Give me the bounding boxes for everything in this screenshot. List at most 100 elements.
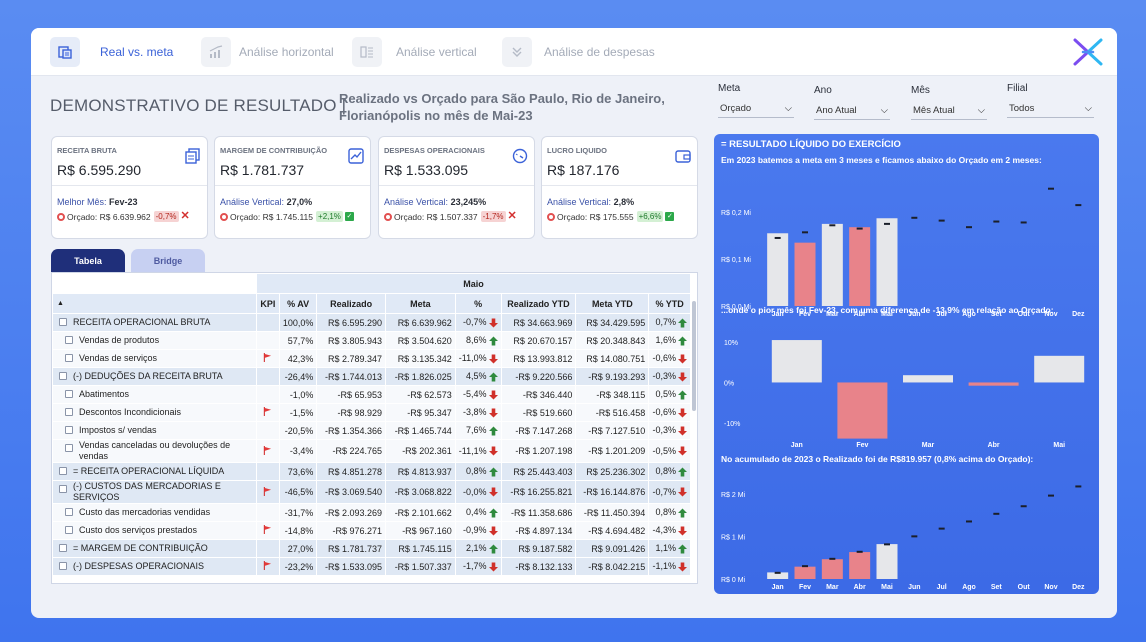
expand-icon[interactable]: [59, 372, 67, 380]
expand-icon[interactable]: [65, 408, 73, 416]
expand-icon[interactable]: [59, 562, 67, 570]
realizado-cell: -R$ 98.929: [316, 403, 387, 422]
col-header[interactable]: % YTD: [648, 293, 691, 314]
arrow-up-icon: [488, 372, 498, 382]
filter-mes-select[interactable]: Mês Atual ⌵: [911, 101, 987, 120]
table-row[interactable]: RECEITA OPERACIONAL BRUTA 100,0% R$ 6.595.…: [52, 313, 691, 332]
expand-icon[interactable]: [65, 444, 73, 452]
av-cell: 42,3%: [278, 349, 318, 368]
kpi-target: Orçado: R$ 6.639.962 -0,7% ✕: [57, 211, 190, 222]
pct-value: 0,4%: [466, 507, 487, 518]
row-label-text: Abatimentos: [79, 389, 130, 399]
av-cell: -14,8%: [278, 521, 318, 540]
table-row[interactable]: Custo dos serviços prestados -14,8% -R$ 97…: [52, 521, 691, 540]
table-row[interactable]: Descontos Incondicionais -1,5% -R$ 98.929-…: [52, 403, 691, 422]
col-header[interactable]: %: [454, 293, 502, 314]
check-icon: ✓: [665, 212, 675, 221]
table-row[interactable]: Vendas canceladas ou devoluções de venda…: [52, 439, 691, 463]
divider: [52, 185, 207, 186]
table-row[interactable]: Abatimentos -1,0% -R$ 65.953 -R$ 62.573 -5,4…: [52, 385, 691, 404]
table-row[interactable]: Vendas de serviços 42,3% R$ 2.789.347 R$ 3.…: [52, 349, 691, 368]
realizado-cell: R$ 6.595.290: [316, 313, 387, 332]
meta-cell: -R$ 3.068.822: [385, 480, 456, 504]
pct-cell: 8,6%: [454, 331, 502, 350]
col-header[interactable]: % AV: [278, 293, 318, 314]
x-tick-label: Mai: [881, 584, 893, 591]
kpi-target-text: Orçado: R$ 175.555: [557, 211, 634, 222]
filter-label: Mês: [911, 85, 930, 96]
expand-icon[interactable]: [59, 467, 67, 475]
arrow-down-icon: [488, 390, 498, 400]
close-icon: ✕: [180, 210, 190, 222]
col-header[interactable]: Meta: [385, 293, 456, 314]
x-tick-label: Jun: [908, 584, 920, 591]
expand-icon[interactable]: [65, 526, 73, 534]
panel-text-3: No acumulado de 2023 o Realizado foi de …: [721, 454, 1034, 464]
pct-ytd-value: -4,3%: [652, 525, 676, 536]
pct-ytd-cell: 1,1%: [648, 539, 691, 558]
kpi-value: R$ 6.595.290: [57, 162, 142, 178]
table-row[interactable]: (-) CUSTOS DAS MERCADORIAS E SERVIÇOS -46…: [52, 480, 691, 504]
bar: [767, 233, 789, 306]
row-label-text: Descontos Incondicionais: [79, 407, 182, 417]
pct-value: -11,1%: [458, 445, 487, 456]
expand-icon[interactable]: [65, 390, 73, 398]
tab-analise-de-despesas[interactable]: Análise de despesas: [502, 37, 655, 67]
pct-value: -0,7%: [463, 317, 487, 328]
target-icon: [384, 212, 392, 221]
col-header[interactable]: KPI: [255, 293, 280, 314]
x-tick-label: Dez: [1072, 311, 1085, 318]
av-cell: -26,4%: [278, 367, 318, 386]
row-label: Vendas de produtos: [52, 331, 257, 350]
bar: [849, 227, 871, 306]
target-marker: [856, 550, 863, 553]
tab-analise-horizontal[interactable]: Análise horizontal: [201, 37, 334, 67]
table-row[interactable]: Impostos s/ vendas -20,5% -R$ 1.354.366 -R$…: [52, 421, 691, 440]
pct-cell: 0,8%: [454, 462, 502, 481]
expand-icon[interactable]: [59, 318, 67, 326]
tab-tabela[interactable]: Tabela: [51, 249, 125, 273]
filter-ano-select[interactable]: Ano Atual ⌵: [814, 101, 890, 120]
col-header[interactable]: Meta YTD: [575, 293, 650, 314]
kpi-cell: [255, 403, 280, 422]
table-row[interactable]: = MARGEM DE CONTRIBUIÇÃO 27,0% R$ 1.781.73…: [52, 539, 691, 558]
table-row[interactable]: (-) DESPESAS OPERACIONAIS -23,2% -R$ 1.533…: [52, 557, 691, 576]
table-row[interactable]: = RECEITA OPERACIONAL LÍQUIDA 73,6% R$ 4.8…: [52, 462, 691, 481]
col-header[interactable]: Realizado YTD: [500, 293, 577, 314]
realizado-ytd-cell: -R$ 7.147.268: [500, 421, 577, 440]
tab-bridge[interactable]: Bridge: [131, 249, 205, 273]
table-row[interactable]: Custo das mercadorias vendidas -31,7% -R$ …: [52, 503, 691, 522]
x-tick-label: Mai: [1053, 442, 1065, 449]
expand-icon[interactable]: [65, 354, 73, 362]
table-row[interactable]: (-) DEDUÇÕES DA RECEITA BRUTA -26,4% -R$ 1…: [52, 367, 691, 386]
flag-icon: [264, 445, 272, 455]
scrollbar[interactable]: [692, 301, 696, 411]
pct-ytd-value: 0,8%: [655, 466, 676, 477]
expand-icon[interactable]: [59, 544, 67, 552]
av-cell: 27,0%: [278, 539, 318, 558]
sort-icon[interactable]: ▲: [52, 293, 257, 314]
x-tick-label: Nov: [1044, 311, 1057, 318]
meta-cell: R$ 1.745.115: [385, 539, 456, 558]
expand-icon[interactable]: [65, 426, 73, 434]
row-label: Vendas de serviços: [52, 349, 257, 368]
y-tick-label: -10%: [724, 421, 740, 428]
col-header[interactable]: Realizado: [316, 293, 387, 314]
expand-icon[interactable]: [59, 485, 67, 493]
target-marker: [966, 226, 972, 229]
bar: [821, 559, 843, 579]
pct-ytd-value: 0,7%: [655, 317, 676, 328]
tab-real-vs-meta[interactable]: Real vs. meta: [50, 37, 173, 67]
realizado-ytd-cell: -R$ 9.220.566: [500, 367, 577, 386]
kpi-detail-label: Análise Vertical:: [384, 197, 449, 207]
tab-analise-vertical[interactable]: Análise vertical: [352, 37, 477, 67]
table-row[interactable]: Vendas de produtos 57,7% R$ 3.805.943 R$ 3.…: [52, 331, 691, 350]
filter-value: Ano Atual: [816, 104, 857, 116]
expand-icon[interactable]: [65, 336, 73, 344]
expand-icon[interactable]: [65, 508, 73, 516]
pct-cell: -0,7%: [454, 313, 502, 332]
row-label-text: (-) CUSTOS DAS MERCADORIAS E SERVIÇOS: [73, 481, 221, 503]
filter-filial-select[interactable]: Todos ⌵: [1007, 99, 1094, 118]
chevron-down-icon: ⌵: [977, 104, 985, 116]
filter-meta-select[interactable]: Orçado ⌵: [718, 99, 794, 118]
